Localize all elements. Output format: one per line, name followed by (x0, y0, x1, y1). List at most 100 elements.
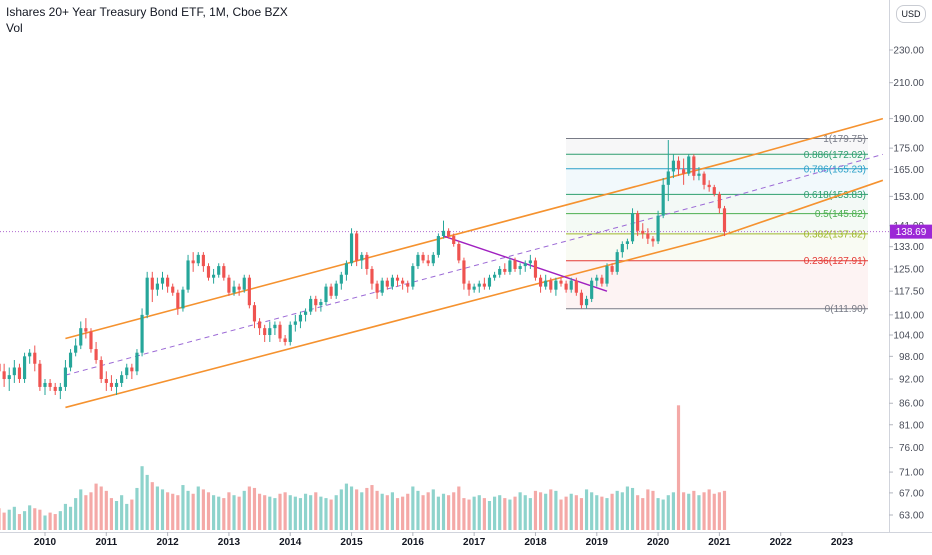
candle-body (79, 328, 83, 346)
volume-bar (120, 495, 124, 530)
candle-body (722, 208, 727, 232)
volume-bar (109, 498, 114, 530)
volume-bar (324, 498, 328, 530)
candle-body (130, 367, 134, 372)
volume-bar (411, 486, 415, 530)
candle-body (717, 194, 721, 209)
candle-body (411, 266, 415, 287)
volume-bar (263, 495, 267, 530)
volume-bar (201, 489, 205, 530)
candle-body (298, 314, 303, 322)
fib-zone (566, 138, 868, 155)
volume-bar (212, 495, 216, 530)
candle-body (339, 274, 343, 284)
candle-body (360, 254, 364, 261)
candle-body (661, 184, 665, 216)
volume-bar (232, 495, 236, 530)
x-tick-label: 2023 (831, 537, 854, 548)
candle-body (278, 324, 282, 339)
x-tick-label: 2014 (279, 537, 302, 548)
candle-body (523, 263, 527, 267)
fib-level-label: 0(111.90) (825, 304, 866, 315)
volume-bar (89, 492, 93, 530)
candle-body (636, 213, 640, 231)
candle-body (646, 233, 650, 239)
candle-body (615, 252, 619, 272)
candle-body (569, 280, 573, 290)
y-tick-label: 92.00 (899, 375, 924, 386)
x-tick-label: 2017 (463, 537, 486, 548)
volume-bar (84, 495, 88, 530)
volume-bar (385, 495, 389, 530)
volume-bar (590, 492, 594, 530)
x-tick-label: 2018 (524, 537, 547, 548)
volume-bar (426, 492, 430, 530)
candle-body (712, 187, 716, 195)
candle-body (370, 268, 374, 284)
candle-body (508, 260, 512, 272)
volume-bar (697, 495, 701, 530)
volume-bar (579, 498, 584, 530)
volume-bar (99, 486, 103, 530)
candle-body (467, 283, 471, 290)
candle-body (584, 298, 589, 306)
volume-bar (513, 496, 517, 530)
candle-body (610, 266, 614, 272)
candle-body (651, 238, 655, 242)
candle-body (324, 286, 328, 303)
candle-body (441, 230, 446, 237)
candle-body (630, 213, 635, 242)
volume-bar (462, 498, 466, 530)
candle-body (120, 375, 124, 383)
volume-bar (43, 515, 47, 530)
candle-body (196, 254, 200, 264)
candle-body (513, 260, 517, 269)
volume-bar (620, 492, 624, 530)
candle-body (477, 283, 481, 287)
volume-bar (436, 496, 440, 530)
channel-upper-line (65, 117, 884, 340)
candle-body (288, 324, 292, 342)
volume-bar (641, 498, 645, 530)
volume-bar (421, 495, 425, 530)
candle-body (666, 171, 670, 185)
candle-body (375, 283, 379, 293)
volume-bar (687, 493, 691, 530)
candle-body (380, 280, 384, 293)
volume-bar (549, 489, 553, 530)
volume-bar (523, 495, 527, 530)
volume-bar (447, 495, 451, 530)
candle-body (160, 277, 165, 284)
candle-body (702, 173, 706, 185)
volume-bar (390, 492, 394, 530)
candle-body (349, 233, 354, 264)
volume-bar (53, 514, 57, 530)
x-tick-label: 2021 (708, 537, 731, 548)
candle-body (671, 160, 675, 172)
candle-body (309, 298, 313, 312)
volume-bar (171, 493, 175, 530)
candle-body (140, 314, 144, 353)
volume-bar (150, 482, 154, 530)
candle-body (7, 375, 11, 380)
candle-body (462, 260, 466, 284)
y-tick-label: 81.00 (899, 420, 924, 431)
volume-bar (145, 474, 149, 530)
y-tick-label: 153.00 (893, 192, 924, 203)
volume-bar (441, 493, 446, 530)
volume-bar (273, 498, 277, 530)
candle-body (344, 263, 349, 275)
volume-bar (365, 487, 369, 530)
currency-button[interactable]: USD (896, 5, 926, 23)
candle-body (574, 280, 578, 293)
candle-body (17, 367, 22, 380)
volume-bar (319, 496, 323, 530)
candle-body (314, 298, 318, 306)
candle-body (38, 363, 42, 387)
volume-bar (114, 501, 119, 530)
candle-body (263, 328, 267, 336)
candle-body (334, 283, 338, 296)
y-tick-label: 117.50 (894, 287, 924, 298)
